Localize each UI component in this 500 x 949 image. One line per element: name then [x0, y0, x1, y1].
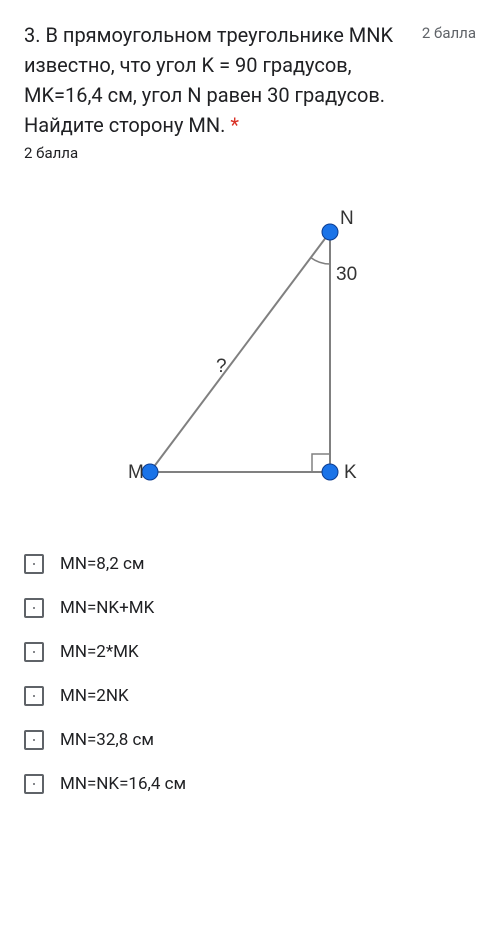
checkbox-dot: [33, 695, 35, 697]
checkbox-dot: [33, 607, 35, 609]
option-row[interactable]: MN=NK+MK: [24, 586, 476, 630]
options-list: MN=8,2 см MN=NK+MK MN=2*MK MN=2NK MN=32,8 см…: [24, 542, 476, 806]
option-row[interactable]: MN=8,2 см: [24, 542, 476, 586]
option-label: MN=2NK: [60, 686, 129, 706]
option-label: MN=32,8 см: [60, 730, 154, 750]
checkbox-icon[interactable]: [24, 598, 44, 618]
required-mark: *: [230, 113, 239, 137]
checkbox-dot: [33, 651, 35, 653]
option-label: MN=NK=16,4 см: [60, 774, 186, 794]
points-label: 2 балла: [422, 20, 476, 42]
svg-text:30: 30: [336, 264, 357, 285]
option-row[interactable]: MN=32,8 см: [24, 718, 476, 762]
sub-points: 2 балла: [24, 144, 476, 162]
checkbox-icon[interactable]: [24, 774, 44, 794]
question-title: 3. В прямоугольном треугольнике MNK изве…: [24, 20, 406, 140]
svg-text:?: ?: [216, 356, 227, 377]
option-label: MN=2*MK: [60, 642, 139, 662]
checkbox-dot: [33, 783, 35, 785]
option-row[interactable]: MN=2*MK: [24, 630, 476, 674]
checkbox-icon[interactable]: [24, 554, 44, 574]
checkbox-icon[interactable]: [24, 730, 44, 750]
svg-text:K: K: [344, 462, 357, 483]
svg-text:N: N: [340, 208, 354, 229]
option-row[interactable]: MN=2NK: [24, 674, 476, 718]
checkbox-icon[interactable]: [24, 686, 44, 706]
question-text: В прямоугольном треугольнике MNK известн…: [24, 23, 393, 137]
option-label: MN=8,2 см: [60, 554, 144, 574]
triangle-figure: 30? M K N: [120, 202, 380, 512]
option-label: MN=NK+MK: [60, 598, 154, 618]
question-number: 3.: [24, 23, 41, 47]
question-header: 3. В прямоугольном треугольнике MNK изве…: [24, 20, 476, 140]
checkbox-dot: [33, 563, 35, 565]
checkbox-dot: [33, 739, 35, 741]
checkbox-icon[interactable]: [24, 642, 44, 662]
option-row[interactable]: MN=NK=16,4 см: [24, 762, 476, 806]
svg-text:M: M: [128, 462, 144, 483]
